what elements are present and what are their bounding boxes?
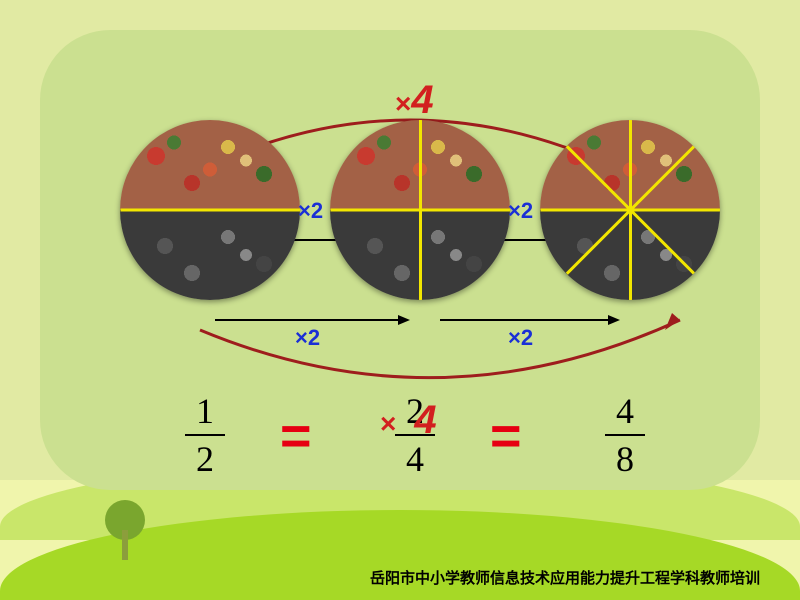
pizza-eighths xyxy=(540,120,720,300)
times-symbol: × xyxy=(380,408,396,439)
numerator: 4 xyxy=(605,390,645,432)
numerator: 1 xyxy=(185,390,225,432)
fraction-bar xyxy=(185,434,225,436)
times-two-label: ×2 xyxy=(295,325,320,351)
times-four-top: ×4 xyxy=(395,78,434,123)
fraction-4-8: 4 8 xyxy=(605,390,645,480)
pizza-top-half xyxy=(120,120,300,210)
fraction-bar xyxy=(605,434,645,436)
times-symbol: × xyxy=(395,88,411,119)
footer-caption: 岳阳市中小学教师信息技术应用能力提升工程学科教师培训 xyxy=(370,567,760,588)
four-label: 4 xyxy=(411,78,433,122)
tree-trunk xyxy=(122,530,128,560)
equals-sign: = xyxy=(490,405,522,467)
four-label: 4 xyxy=(414,398,436,442)
fraction-1-2: 1 2 xyxy=(185,390,225,480)
times-two-label: ×2 xyxy=(508,198,533,224)
main-panel: ×4 ×2 ×2 ×2 ×2 1 2 2 4 4 8 = = ×4 xyxy=(40,30,760,490)
times-four-bottom: ×4 xyxy=(380,398,437,443)
denominator: 2 xyxy=(185,438,225,480)
equals-sign: = xyxy=(280,405,312,467)
tree-decoration xyxy=(105,500,145,560)
denominator: 4 xyxy=(395,438,435,480)
pizza-bottom-half xyxy=(120,210,300,300)
denominator: 8 xyxy=(605,438,645,480)
pizza-quarters xyxy=(330,120,510,300)
pizza-halves xyxy=(120,120,300,300)
times-two-label: ×2 xyxy=(298,198,323,224)
times-two-label: ×2 xyxy=(508,325,533,351)
